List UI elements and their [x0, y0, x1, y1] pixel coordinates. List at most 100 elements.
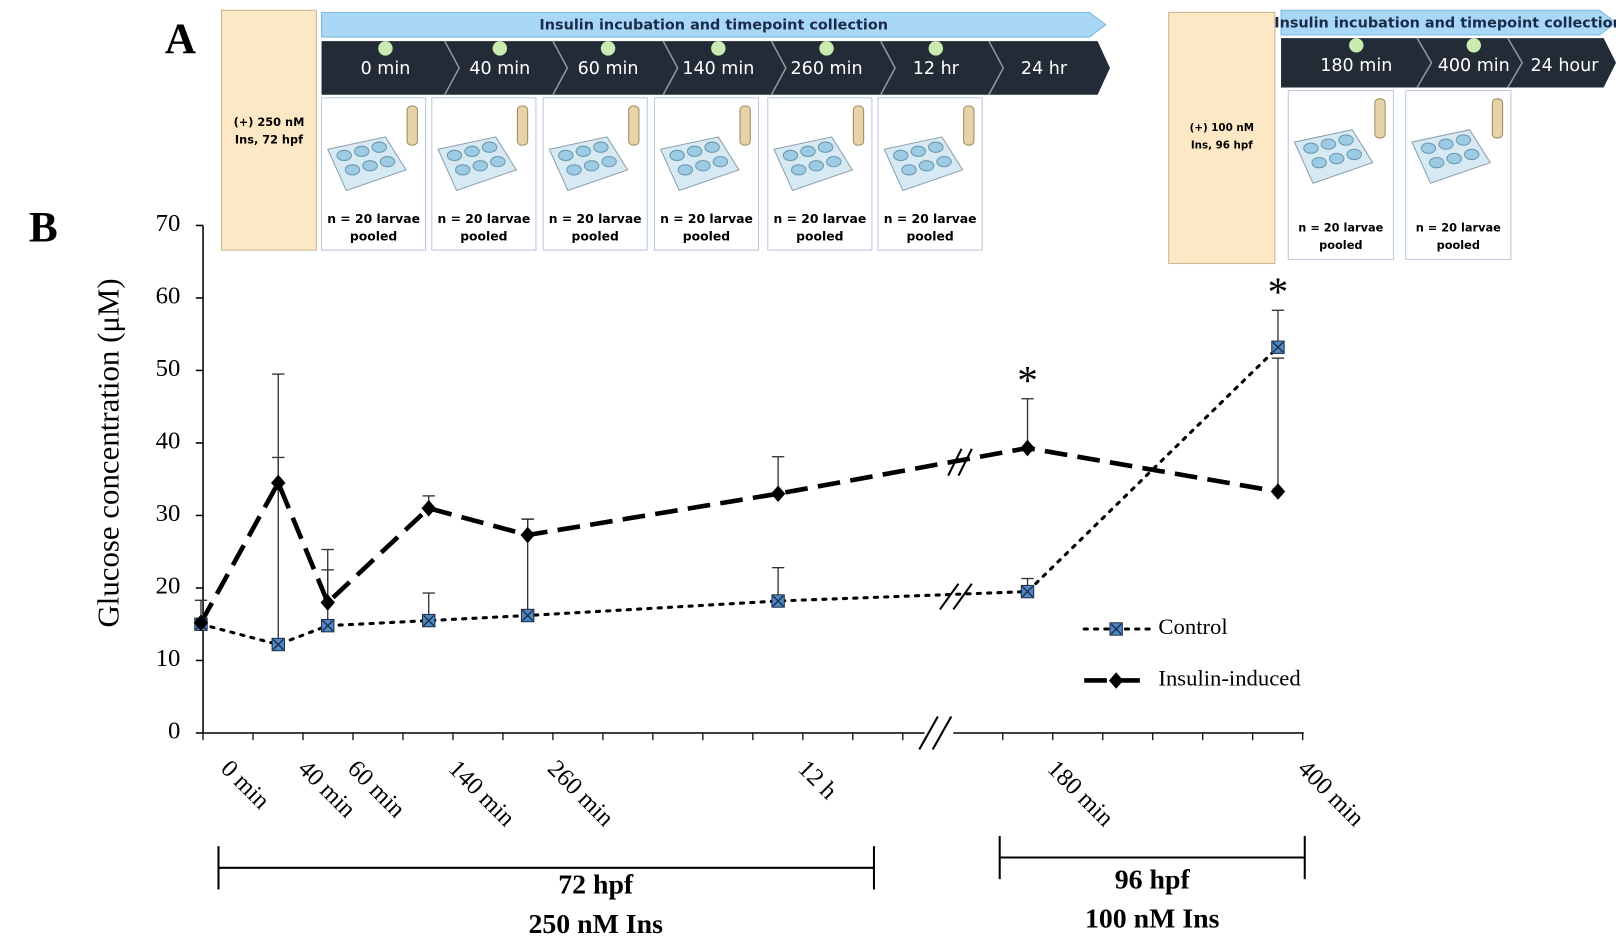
timepoint-dot	[1349, 38, 1363, 52]
well	[1312, 158, 1326, 168]
well	[1339, 135, 1353, 145]
timepoint-label: 24 hour	[1530, 56, 1599, 76]
series-line	[201, 347, 1278, 644]
well	[801, 146, 815, 156]
card-text: n = 20 larvae	[1298, 221, 1383, 235]
legend-label: Insulin-induced	[1158, 666, 1301, 691]
group-label: 250 nM Ins	[528, 909, 663, 940]
marker	[1020, 440, 1034, 456]
card-text: n = 20 larvae	[1416, 221, 1501, 235]
well	[827, 156, 841, 166]
tube	[1375, 99, 1385, 138]
x-tick-label: 12 h	[793, 755, 843, 805]
significance-mark: *	[1268, 268, 1289, 314]
marker	[1109, 672, 1123, 688]
timepoint-dot	[601, 41, 615, 55]
well	[363, 161, 377, 171]
card-text: pooled	[572, 229, 619, 243]
treatment-box	[1169, 12, 1275, 263]
x-tick-label: 260 min	[542, 755, 619, 832]
well	[380, 156, 394, 166]
well	[894, 150, 908, 160]
marker	[1271, 483, 1285, 499]
well	[713, 156, 727, 166]
well	[919, 161, 933, 171]
well	[1304, 143, 1318, 153]
treatment-text: (+) 100 nM	[1190, 122, 1254, 134]
timepoint-dot	[493, 41, 507, 55]
card-text: n = 20 larvae	[884, 212, 977, 226]
series-line	[201, 448, 1278, 623]
card-text: pooled	[460, 229, 507, 243]
well	[447, 150, 461, 160]
y-tick-label: 10	[156, 645, 181, 672]
y-axis-title: Glucose concentration (μM)	[90, 278, 125, 627]
marker	[520, 527, 534, 543]
well	[1447, 153, 1461, 163]
timepoint-dot	[819, 41, 833, 55]
well	[1429, 158, 1443, 168]
card-text: pooled	[906, 229, 953, 243]
well	[482, 142, 496, 152]
well	[355, 146, 369, 156]
card-text: pooled	[350, 229, 397, 243]
treatment-text: Ins, 96 hpf	[1191, 140, 1253, 152]
marker	[771, 485, 785, 501]
well	[559, 150, 573, 160]
well	[678, 165, 692, 175]
treatment-box	[222, 10, 317, 250]
panel-label: B	[29, 204, 58, 252]
timepoint-label: 180 min	[1320, 56, 1392, 76]
well	[473, 161, 487, 171]
x-tick-label: 140 min	[443, 755, 520, 832]
well	[911, 146, 925, 156]
card-text: pooled	[1319, 238, 1362, 252]
tube	[964, 106, 974, 145]
y-tick-label: 50	[156, 355, 181, 382]
well	[491, 156, 505, 166]
figure: A B Glucose concentration (μM) (+) 250 n…	[0, 0, 1616, 944]
timepoint-dot	[1467, 38, 1481, 52]
timepoint-label: 60 min	[578, 59, 639, 79]
y-tick-label: 0	[168, 718, 180, 745]
well	[567, 165, 581, 175]
well	[576, 146, 590, 156]
well	[372, 142, 386, 152]
well	[809, 161, 823, 171]
x-tick-label: 400 min	[1292, 755, 1369, 832]
well	[1439, 139, 1453, 149]
tube	[1492, 99, 1502, 138]
timepoint-label: 0 min	[361, 59, 411, 79]
banner-text: Insulin incubation and timepoint collect…	[1274, 16, 1616, 32]
legend-label: Control	[1158, 614, 1227, 639]
well	[465, 146, 479, 156]
timepoint-dot	[711, 41, 725, 55]
well	[902, 165, 916, 175]
timepoint-label: 40 min	[469, 59, 530, 79]
well	[1456, 135, 1470, 145]
card-text: n = 20 larvae	[549, 212, 642, 226]
card-text: n = 20 larvae	[437, 212, 530, 226]
well	[456, 165, 470, 175]
well	[594, 142, 608, 152]
well	[1329, 153, 1343, 163]
card-text: n = 20 larvae	[660, 212, 753, 226]
group-label: 100 nM Ins	[1085, 904, 1220, 935]
banner-text: Insulin incubation and timepoint collect…	[539, 18, 888, 34]
well	[937, 156, 951, 166]
tube	[629, 106, 639, 145]
timepoint-label: 12 hr	[913, 59, 960, 79]
x-tick-label: 0 min	[215, 755, 274, 814]
card-text: n = 20 larvae	[327, 212, 420, 226]
y-tick-label: 20	[156, 573, 181, 600]
card-text: n = 20 larvae	[773, 212, 866, 226]
well	[337, 150, 351, 160]
well	[1347, 149, 1361, 159]
treatment-text: Ins, 72 hpf	[235, 133, 304, 147]
well	[792, 165, 806, 175]
card-text: pooled	[796, 229, 843, 243]
well	[929, 142, 943, 152]
well	[345, 165, 359, 175]
card-text: pooled	[683, 229, 730, 243]
tube	[407, 106, 417, 145]
